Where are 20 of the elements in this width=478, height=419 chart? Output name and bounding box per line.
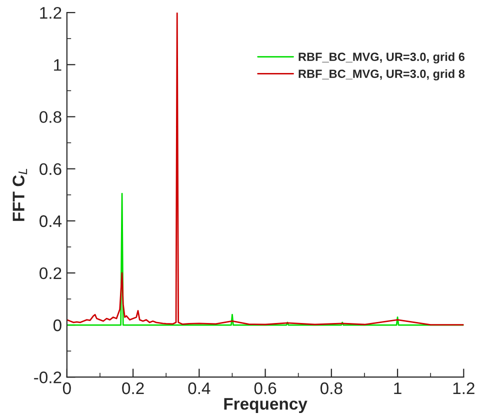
legend-label: RBF_BC_MVG, UR=3.0, grid 8 <box>298 69 465 80</box>
y-tick-label: 0 <box>53 319 62 332</box>
x-tick-label: 0.8 <box>320 382 342 394</box>
y-tick-label: 1.2 <box>40 6 62 19</box>
x-axis-title: Frequency <box>224 398 308 414</box>
x-tick-label: 0.4 <box>188 382 210 394</box>
line-series <box>66 12 464 326</box>
y-tick-label: -0.2 <box>34 372 62 384</box>
x-tick-label: 1.2 <box>453 382 474 394</box>
y-tick-label: 0.4 <box>40 215 62 228</box>
legend-label: RBF_BC_MVG, UR=3.0, grid 6 <box>298 52 465 64</box>
x-tick-label: 0.2 <box>122 382 144 394</box>
y-tick-label: 1 <box>54 59 62 71</box>
x-tick-label: 0.6 <box>254 382 276 394</box>
y-tick-label: 0.2 <box>40 267 62 280</box>
x-tick-label: 1 <box>394 382 402 394</box>
y-tick-label: 0.6 <box>40 163 62 175</box>
y-tick-label: 0.8 <box>40 111 62 123</box>
y-axis-title: FFT C$_{L}$ <box>12 168 28 221</box>
x-tick-label: 0 <box>62 382 71 394</box>
